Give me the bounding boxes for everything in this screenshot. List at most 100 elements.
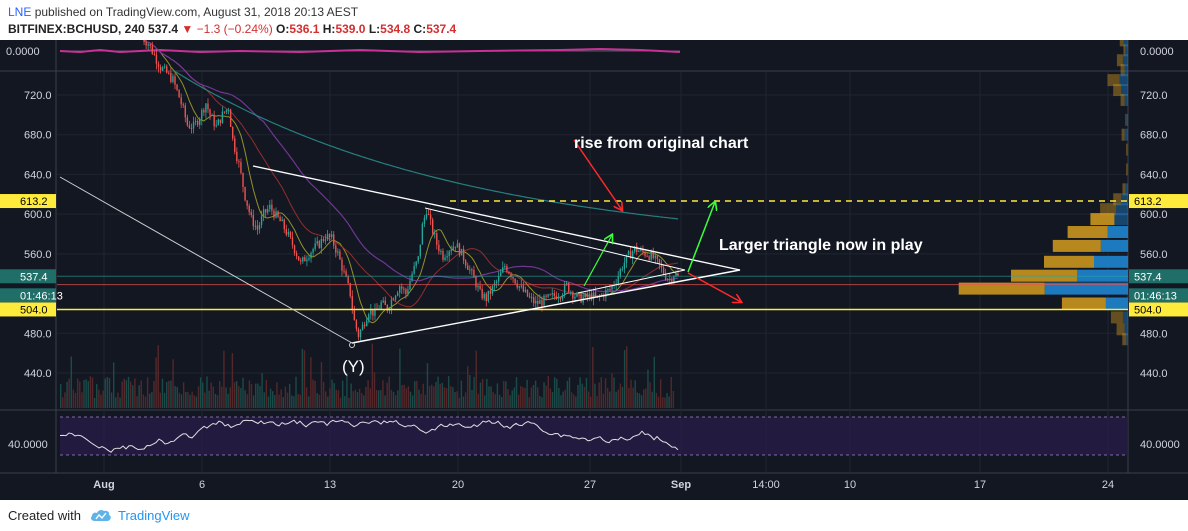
volume-bar [223, 350, 225, 408]
vp-bar-down [1127, 163, 1128, 176]
volume-bar [166, 381, 168, 408]
volume-bar [505, 381, 507, 408]
candle-body [271, 204, 273, 211]
price-badge-left: 01:46:13 [20, 290, 63, 302]
candle-body [386, 305, 389, 311]
volume-bar [492, 392, 494, 408]
volume-bar [378, 390, 380, 408]
volume-bar [79, 381, 81, 408]
candle-body [415, 261, 417, 266]
volume-bar [204, 392, 206, 408]
candle-body [671, 279, 673, 282]
candle-body [631, 251, 634, 259]
x-tick-label: 27 [584, 479, 596, 491]
candle-body [172, 76, 174, 82]
vp-bar-down [1077, 269, 1128, 282]
candle-body [450, 249, 452, 252]
volume-bar [102, 390, 104, 408]
volume-bar [613, 377, 615, 408]
candle-body [304, 257, 306, 262]
x-tick-label: 17 [974, 479, 986, 491]
inner-triangle-lower [577, 269, 686, 294]
candle-body [355, 320, 358, 329]
vp-bar-down [1124, 64, 1128, 77]
candle-body [427, 213, 430, 215]
chart-area[interactable]: 0.0000 0.0000 40.0000 40.0000 [0, 34, 1188, 500]
volume-bar [341, 380, 344, 408]
volume-bar [104, 378, 106, 408]
author-link[interactable]: LNE [8, 5, 32, 19]
vp-bar-up [1119, 34, 1124, 47]
candle-body [559, 297, 562, 299]
volume-bar [464, 392, 467, 408]
vp-bar-up [1110, 311, 1123, 324]
volume-bar [149, 393, 151, 408]
volume-bar [129, 381, 132, 408]
candle-body [394, 295, 397, 300]
vp-bar-down [1105, 297, 1128, 310]
volume-bar [199, 377, 202, 408]
volume-bar [274, 395, 276, 408]
candle-body [462, 248, 465, 261]
price-badge-right: 537.4 [1134, 271, 1162, 283]
volume-bar [367, 380, 369, 408]
volume-bar [496, 383, 499, 408]
volume-bar [185, 392, 187, 408]
candle-body [444, 257, 446, 260]
volume-bar [161, 378, 164, 408]
volume-bar [407, 386, 410, 408]
candle-body [557, 297, 560, 299]
vp-bar-up [1120, 64, 1125, 77]
price-badges-right: 613.2 537.4 01:46:13 504.0 [1129, 194, 1188, 317]
chart-header: LNE published on TradingView.com, August… [0, 0, 1188, 40]
candle-body [320, 239, 323, 249]
candle-body [330, 234, 333, 238]
volume-bar [142, 394, 145, 408]
vp-bar-down [1121, 84, 1128, 97]
candle-body [586, 293, 588, 297]
candle-body [502, 267, 504, 273]
volume-bar [106, 376, 109, 408]
candle-body [300, 260, 302, 262]
volume-bar [513, 387, 516, 408]
candle-body [236, 151, 238, 162]
candle-body [312, 248, 314, 253]
candle-body [429, 214, 432, 220]
candle-body [413, 265, 415, 274]
candle-body [215, 125, 217, 127]
volume-bar [579, 377, 581, 408]
candle-body [372, 309, 374, 316]
volume-bar [450, 386, 452, 408]
candle-body [471, 269, 473, 271]
tradingview-brand[interactable]: TradingView [90, 505, 190, 525]
candle-body [161, 67, 164, 71]
volume-bar [155, 357, 157, 408]
vp-bar-up [1100, 203, 1117, 216]
price-badge-right-bg [1129, 302, 1188, 317]
price-badge-left: 504.0 [20, 304, 48, 316]
candle-body [520, 285, 523, 287]
volume-bar [632, 387, 634, 408]
candle-body [293, 245, 296, 254]
volume-bar [443, 387, 446, 408]
volume-bar [581, 383, 583, 408]
volume-bar [570, 392, 573, 408]
volume-bar [331, 379, 333, 408]
volume-bar [640, 395, 643, 408]
volume-bar [564, 389, 566, 408]
candle-body [250, 212, 252, 216]
candle-body [213, 114, 215, 127]
candle-body [279, 217, 281, 222]
volume-bar [182, 382, 185, 408]
volume-bars [60, 343, 675, 408]
volume-bar [619, 383, 622, 408]
candle-body [662, 267, 665, 274]
candle-body [572, 291, 574, 299]
price-chart-svg[interactable]: 0.0000 0.0000 40.0000 40.0000 [0, 34, 1188, 500]
candle-body [648, 256, 650, 260]
candle-body [205, 103, 207, 113]
volume-bar [132, 385, 134, 408]
volume-bar [297, 393, 299, 408]
volume-bar [503, 380, 505, 408]
candle-body [396, 292, 399, 296]
